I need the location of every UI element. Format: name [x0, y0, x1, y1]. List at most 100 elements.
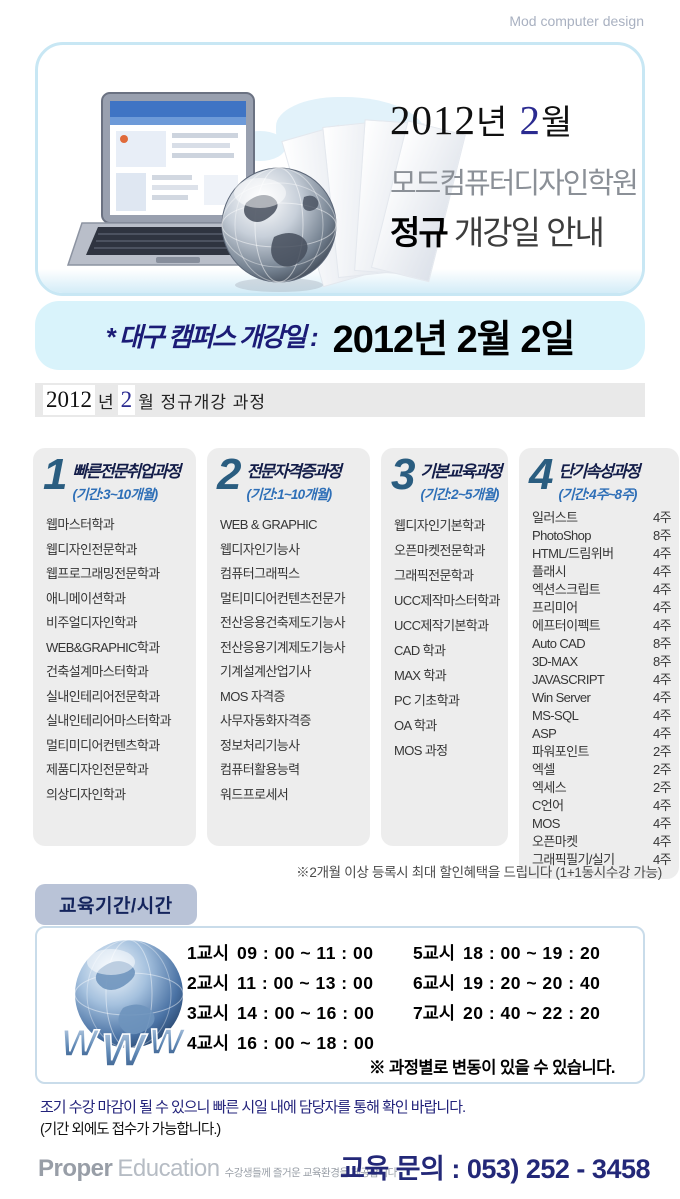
period-time: 11 : 00 ~ 13 : 00	[237, 973, 374, 993]
course-duration: 4주	[653, 600, 672, 615]
section-title-bar: 2012 년 2 월 정규개강 과정	[35, 383, 645, 417]
course-list: 웹마스터학과 웹디자인전문학과 웹프로그래밍전문학과 애니메이션학과 비주얼디자인학과 W…	[43, 513, 188, 807]
column-header: 4 단기속성과정 (기간:4주~8주)	[529, 453, 671, 503]
course-item: 웹디자인기본학과	[394, 518, 485, 533]
course-item: 프리미어 4주	[532, 599, 672, 617]
course-item: 비주얼디자인학과	[46, 615, 137, 630]
column-titles: 전문자격증과정 (기간:1~10개월)	[246, 456, 341, 503]
schedule-box: W W W 1교시 09 : 00 ~ 11 : 00 5교시 18 : 00 ~ 1…	[35, 926, 645, 1084]
course-name: 에프터이펙트	[532, 618, 601, 633]
schedule-badge: 교육기간/시간	[35, 884, 197, 925]
course-item: 전산응용기계제도기능사	[220, 639, 346, 655]
course-item: 웹마스터학과	[46, 517, 115, 532]
time-table: 1교시 09 : 00 ~ 11 : 00 5교시 18 : 00 ~ 19 : 20…	[187, 938, 639, 1058]
course-item: 사무자동화자격증	[220, 713, 311, 728]
course-name: MOS	[532, 816, 560, 831]
course-name: 일러스트	[532, 510, 578, 525]
course-duration: 4주	[653, 510, 672, 525]
course-name: 파워포인트	[532, 744, 589, 759]
course-duration: 2주	[653, 762, 672, 777]
column-period: (기간:2~5개월)	[420, 487, 499, 502]
logo-tagline: 수강생들께 즐거운 교육환경을 제공합니다	[224, 1167, 398, 1179]
column-header: 2 전문자격증과정 (기간:1~10개월)	[217, 453, 362, 503]
course-item: WEB&GRAPHIC학과	[46, 639, 160, 655]
course-duration: 4주	[653, 726, 672, 741]
column-header: 1 빠른전문취업과정 (기간:3~10개월)	[43, 453, 188, 503]
course-name: C언어	[532, 798, 564, 813]
brand-text: Mod computer design	[509, 13, 644, 29]
course-item: UCC제작기본학과	[394, 618, 489, 633]
course-item: 전산응용건축제도기능사	[220, 615, 346, 630]
proper-education-logo: Proper Education 수강생들께 즐거운 교육환경을 제공합니다	[38, 1155, 397, 1183]
course-name: HTML/드림위버	[532, 546, 614, 561]
course-name: 엑션스크립트	[532, 582, 601, 597]
course-duration: 4주	[653, 582, 672, 597]
globe-icon	[221, 167, 337, 292]
period-label: 2교시	[187, 973, 229, 993]
course-column-1: 1 빠른전문취업과정 (기간:3~10개월) 웹마스터학과 웹디자인전문학과 웹프로그래밍…	[33, 448, 196, 846]
course-duration: 4주	[653, 834, 672, 849]
course-item: 에프터이펙트 4주	[532, 617, 672, 635]
course-name: MS-SQL	[532, 708, 579, 723]
course-item: 의상디자인학과	[46, 786, 126, 802]
column-number: 3	[391, 450, 416, 499]
course-duration: 2주	[653, 780, 672, 795]
course-name: 프리미어	[532, 600, 578, 615]
period-label: 4교시	[187, 1033, 229, 1053]
footer-notice-2: (기간 외에도 접수가 가능합니다.)	[40, 1122, 221, 1138]
course-duration: 8주	[653, 654, 672, 669]
course-item: PC 기초학과	[394, 693, 460, 708]
period-time: 16 : 00 ~ 18 : 00	[237, 1033, 375, 1053]
course-item: 일러스트 4주	[532, 509, 672, 527]
period-label: 1교시	[187, 943, 229, 963]
column-period: (기간:4주~8주)	[558, 487, 637, 502]
academy-name: 모드컴퓨터디자인학원	[390, 168, 639, 200]
course-duration: 4주	[653, 564, 672, 579]
course-item: 엑세스 2주	[532, 779, 672, 797]
course-item: 정보처리기능사	[220, 737, 300, 753]
course-name: 플래시	[532, 564, 567, 579]
course-item: UCC제작마스터학과	[394, 593, 500, 608]
course-duration: 4주	[653, 816, 672, 831]
course-item: 그래픽전문학과	[394, 568, 474, 583]
column-title: 빠른전문취업과정	[72, 463, 181, 481]
discount-note: ※2개월 이상 등록시 최대 할인혜택을 드립니다 (1+1동시수강 가능)	[296, 865, 662, 880]
course-item: 그래픽필기/실기 4주	[532, 851, 672, 869]
svg-text:W: W	[101, 1024, 148, 1076]
course-item: 웹디자인기능사	[220, 541, 300, 557]
course-name: 엑세스	[532, 780, 567, 795]
course-item: ASP 4주	[532, 725, 672, 743]
course-item: 멀티미디어컨텐츠전문가	[220, 590, 346, 606]
hero-month: 2	[519, 97, 542, 143]
course-item: WEB & GRAPHIC	[220, 517, 318, 532]
course-item: C언어 4주	[532, 797, 672, 815]
course-duration: 4주	[653, 852, 672, 867]
course-item: HTML/드림위버 4주	[532, 545, 672, 563]
course-item: 엑셀 2주	[532, 761, 672, 779]
period-label: 6교시	[413, 973, 455, 993]
hero-date: 2012년 2월	[390, 97, 574, 143]
course-column-4: 4 단기속성과정 (기간:4주~8주) 일러스트 4주 PhotoShop 8주 HTML/드…	[519, 448, 679, 879]
course-item: 제품디자인전문학과	[46, 762, 149, 777]
svg-text:W: W	[149, 1021, 186, 1062]
course-column-2: 2 전문자격증과정 (기간:1~10개월) WEB & GRAPHIC 웹디자인기능사 컴…	[207, 448, 370, 846]
course-duration: 2주	[653, 744, 672, 759]
course-item: MOS 과정	[394, 743, 448, 758]
course-duration: 8주	[653, 528, 672, 543]
course-list: WEB & GRAPHIC 웹디자인기능사 컴퓨터그래픽스 멀티미디어컨텐츠전문가 전산…	[217, 513, 362, 807]
column-titles: 빠른전문취업과정 (기간:3~10개월)	[72, 456, 181, 503]
column-header: 3 기본교육과정 (기간:2~5개월)	[391, 450, 503, 503]
course-item: 오픈마켓전문학과	[394, 543, 485, 558]
course-name: 엑셀	[532, 762, 555, 777]
column-title: 전문자격증과정	[246, 463, 341, 481]
time-row: 1교시 09 : 00 ~ 11 : 00 5교시 18 : 00 ~ 19 : 20	[187, 938, 639, 968]
period-time: 09 : 00 ~ 11 : 00	[237, 943, 374, 963]
course-item: Win Server 4주	[532, 689, 672, 707]
section-month: 2	[117, 385, 136, 415]
course-item: 엑션스크립트 4주	[532, 581, 672, 599]
course-item: 애니메이션학과	[46, 590, 126, 606]
course-item: CAD 학과	[394, 643, 446, 658]
course-item: 웹프로그래밍전문학과	[46, 566, 160, 581]
course-list: 일러스트 4주 PhotoShop 8주 HTML/드림위버 4주 플래시 4주 엑션스크립트 4…	[529, 509, 672, 869]
